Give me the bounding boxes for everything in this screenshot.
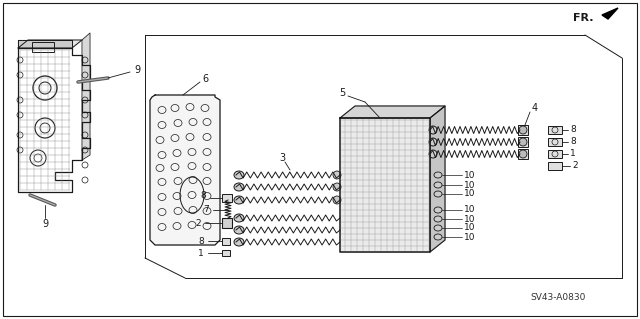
Ellipse shape [333, 171, 341, 179]
Bar [222, 250, 230, 256]
Text: 1: 1 [198, 249, 204, 257]
Ellipse shape [434, 172, 442, 178]
Polygon shape [602, 8, 618, 19]
Polygon shape [18, 40, 82, 48]
Text: 10: 10 [464, 224, 476, 233]
Text: 3: 3 [279, 153, 285, 163]
Bar [222, 218, 232, 228]
Text: 8: 8 [570, 125, 576, 135]
Bar [222, 238, 230, 245]
Polygon shape [340, 106, 445, 118]
Text: 10: 10 [464, 189, 476, 198]
Ellipse shape [434, 207, 442, 213]
Text: 4: 4 [532, 103, 538, 113]
Text: 2: 2 [572, 161, 578, 170]
Bar [548, 126, 562, 134]
Polygon shape [430, 106, 445, 252]
Text: 8: 8 [570, 137, 576, 146]
Ellipse shape [429, 150, 437, 158]
Text: 10: 10 [464, 170, 476, 180]
Bar [548, 150, 562, 158]
Text: 5: 5 [339, 88, 345, 98]
Text: 9: 9 [134, 65, 140, 75]
Ellipse shape [234, 226, 244, 234]
Ellipse shape [429, 126, 437, 134]
Bar [548, 162, 562, 170]
Polygon shape [18, 40, 72, 48]
Polygon shape [150, 95, 220, 245]
Text: 7: 7 [204, 205, 209, 214]
Polygon shape [340, 118, 430, 252]
Text: 10: 10 [464, 233, 476, 241]
Text: 1: 1 [570, 150, 576, 159]
Ellipse shape [429, 138, 437, 146]
Bar [222, 194, 232, 202]
Bar [518, 125, 528, 135]
Text: 2: 2 [195, 219, 201, 227]
Bar [548, 138, 562, 146]
Text: 8: 8 [200, 191, 206, 201]
Ellipse shape [434, 216, 442, 222]
Ellipse shape [234, 171, 244, 179]
Ellipse shape [519, 126, 527, 134]
Text: 10: 10 [464, 181, 476, 189]
Ellipse shape [234, 238, 244, 246]
Text: SV43-A0830: SV43-A0830 [530, 293, 586, 302]
Bar [518, 137, 528, 147]
Text: 9: 9 [42, 219, 48, 229]
Text: 10: 10 [464, 214, 476, 224]
Ellipse shape [434, 234, 442, 240]
Ellipse shape [434, 182, 442, 188]
Ellipse shape [234, 214, 244, 222]
Text: 10: 10 [464, 205, 476, 214]
Ellipse shape [333, 196, 341, 204]
Ellipse shape [519, 150, 527, 158]
Ellipse shape [519, 138, 527, 146]
Bar [32, 42, 54, 52]
Ellipse shape [234, 183, 244, 191]
Polygon shape [82, 33, 90, 160]
Ellipse shape [333, 183, 341, 191]
Ellipse shape [434, 225, 442, 231]
Ellipse shape [234, 196, 244, 204]
Bar [518, 149, 528, 159]
Text: FR.: FR. [573, 13, 594, 23]
Text: 6: 6 [202, 74, 208, 84]
Ellipse shape [434, 191, 442, 197]
Text: 8: 8 [198, 236, 204, 246]
